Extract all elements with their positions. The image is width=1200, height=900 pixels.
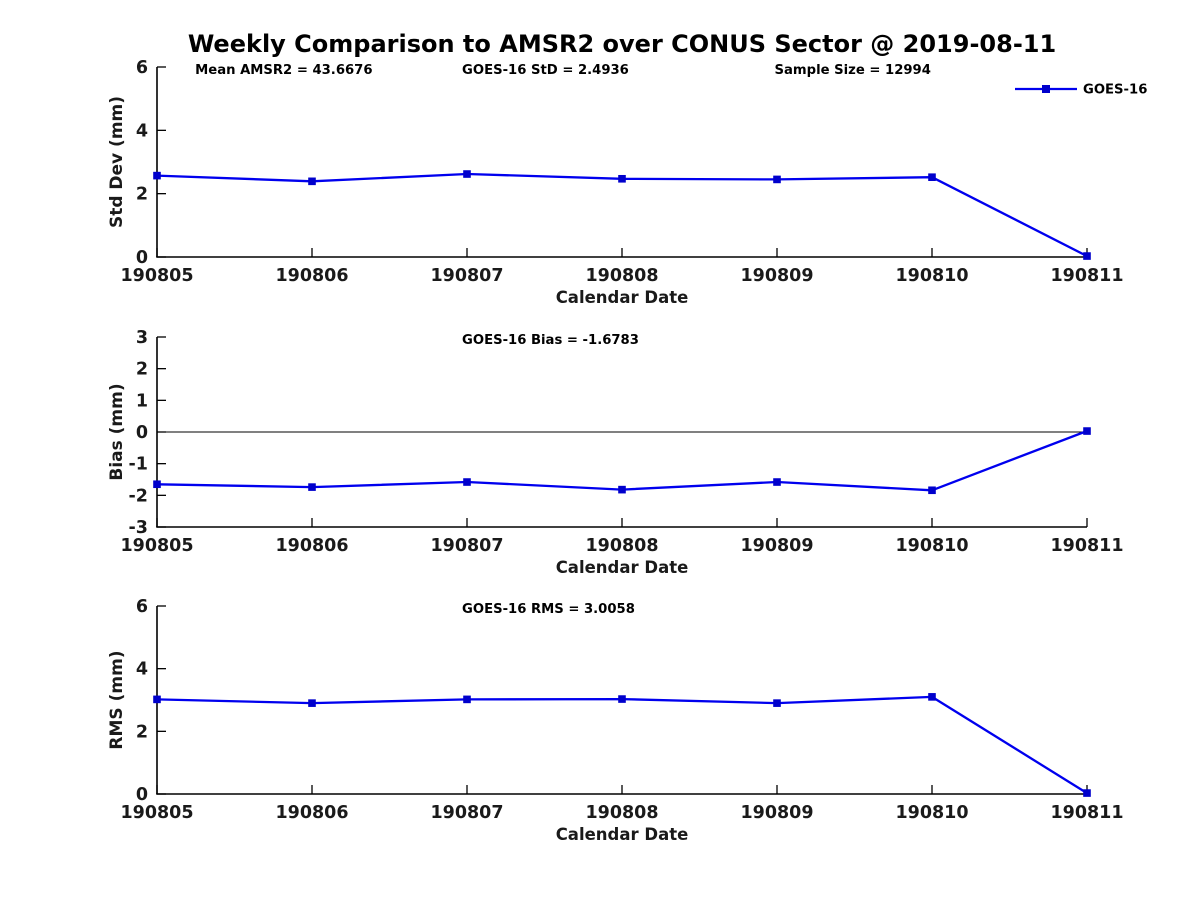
std-dev-plot: 0 2 4 6 190805 190806 190807 190808 190809 190810… (107, 58, 1147, 307)
y-tick-label: 2 (136, 185, 148, 205)
y-tick-label: 3 (136, 328, 148, 348)
data-point-marker (773, 175, 781, 184)
legend-marker (1042, 85, 1050, 93)
data-point-marker (308, 177, 316, 186)
data-point-marker (308, 699, 316, 707)
x-tick-label: 190809 (740, 803, 813, 823)
data-point-marker (1083, 252, 1091, 260)
data-point-marker (928, 173, 936, 181)
annotation-text: Mean AMSR2 = 43.6676 (195, 63, 372, 78)
data-point-marker (153, 480, 161, 489)
x-axis-title: Calendar Date (556, 288, 689, 307)
x-tick-label: 190805 (120, 266, 193, 286)
data-point-marker (618, 174, 626, 183)
y-tick-label: 0 (136, 423, 148, 443)
x-tick-label: 190807 (430, 803, 503, 823)
series-line (156, 695, 1088, 795)
x-tick-label: 190810 (895, 536, 968, 556)
data-point-marker (773, 699, 781, 707)
std-dev-chart: 0 2 4 6 190805 190806 190807 190808 190809 190810… (0, 55, 1200, 310)
y-axis-title: RMS (mm) (107, 650, 127, 749)
y-tick-label: -1 (129, 455, 148, 475)
x-tick-label: 190806 (275, 803, 348, 823)
data-point-marker (463, 695, 471, 704)
data-point-marker (463, 170, 471, 178)
annotation-text: GOES-16 StD = 2.4936 (462, 63, 629, 78)
x-tick-label: 190808 (585, 803, 658, 823)
y-tick-label: 2 (136, 360, 148, 380)
y-tick-label: 1 (136, 391, 148, 411)
legend: GOES-16 (1015, 83, 1147, 98)
x-tick-label: 190805 (120, 803, 193, 823)
data-point-marker (1083, 427, 1091, 435)
y-tick-label: 0 (136, 785, 148, 805)
x-tick-label: 190806 (275, 266, 348, 286)
data-point-marker (308, 483, 316, 491)
data-point-marker (618, 485, 626, 494)
data-point-marker (928, 693, 936, 701)
x-tick-label: 190808 (585, 536, 658, 556)
x-tick-label: 190811 (1050, 536, 1123, 556)
y-tick-label: 4 (136, 660, 148, 680)
rms-chart: 0 2 4 6 190805 190806 190807 190808 190809 190810… (0, 592, 1200, 852)
y-tick-label: -2 (129, 486, 148, 506)
x-axis-title: Calendar Date (556, 558, 689, 577)
y-tick-label: 2 (136, 722, 148, 742)
data-point-marker (618, 695, 626, 703)
bias-plot: -3 -2 -1 0 1 2 3 190805 190806 190807 190808 190809… (107, 328, 1124, 577)
annotation-text: GOES-16 Bias = -1.6783 (462, 333, 639, 348)
x-tick-label: 190808 (585, 266, 658, 286)
data-point-marker (928, 486, 936, 495)
figure-title: Weekly Comparison to AMSR2 over CONUS Se… (187, 30, 1057, 58)
y-tick-label: 0 (136, 248, 148, 268)
x-tick-label: 190806 (275, 536, 348, 556)
x-tick-label: 190809 (740, 266, 813, 286)
bias-chart: -3 -2 -1 0 1 2 3 190805 190806 190807 190808 190809… (0, 325, 1200, 580)
x-tick-label: 190811 (1050, 803, 1123, 823)
series-line (156, 172, 1088, 258)
y-tick-label: -3 (129, 518, 148, 538)
data-point-marker (153, 695, 161, 704)
x-tick-label: 190811 (1050, 266, 1123, 286)
data-point-marker (463, 478, 471, 486)
x-tick-label: 190810 (895, 803, 968, 823)
data-point-marker (153, 171, 161, 180)
y-tick-label: 4 (136, 121, 148, 141)
x-tick-label: 190805 (120, 536, 193, 556)
annotation-text: GOES-16 RMS = 3.0058 (462, 602, 635, 617)
x-tick-label: 190807 (430, 266, 503, 286)
series-line (156, 429, 1088, 492)
x-tick-label: 190809 (740, 536, 813, 556)
legend-label: GOES-16 (1083, 83, 1147, 98)
annotation-text: Sample Size = 12994 (775, 63, 931, 78)
rms-plot: 0 2 4 6 190805 190806 190807 190808 190809 190810… (107, 597, 1124, 844)
x-tick-label: 190810 (895, 266, 968, 286)
x-tick-label: 190807 (430, 536, 503, 556)
data-point-marker (773, 478, 781, 486)
y-tick-label: 6 (136, 597, 148, 617)
y-axis-title: Bias (mm) (107, 383, 127, 480)
y-axis-title: Std Dev (mm) (107, 96, 127, 228)
x-axis-title: Calendar Date (556, 825, 689, 844)
y-tick-label: 6 (136, 58, 148, 78)
data-point-marker (1083, 789, 1091, 797)
